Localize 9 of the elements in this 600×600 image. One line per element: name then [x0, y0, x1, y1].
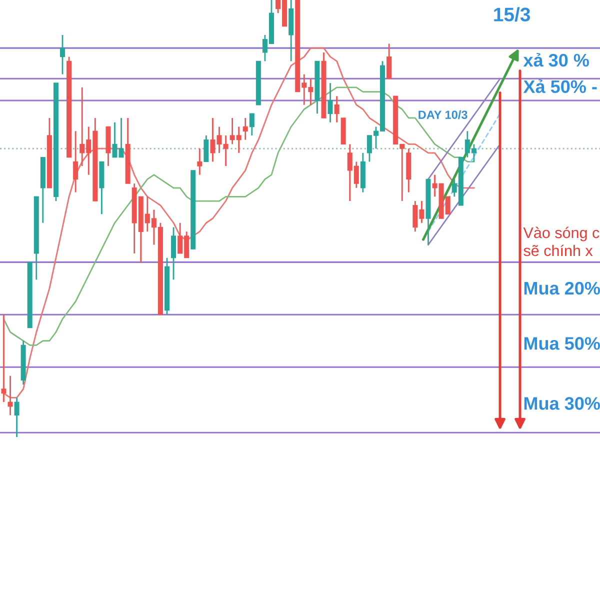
- text: Xả 50% -: [523, 79, 597, 94]
- text: xả 30 %: [523, 52, 589, 67]
- text: Vào sóng c: [523, 226, 600, 242]
- text: sẽ chính x: [524, 244, 593, 256]
- text: Mua 30%: [524, 397, 600, 410]
- annotation: DAY 10/3: [418, 110, 468, 120]
- text: Mua 20%: [524, 282, 600, 295]
- annotation: 15/3: [494, 7, 530, 22]
- text: Mua 50%: [524, 337, 600, 350]
